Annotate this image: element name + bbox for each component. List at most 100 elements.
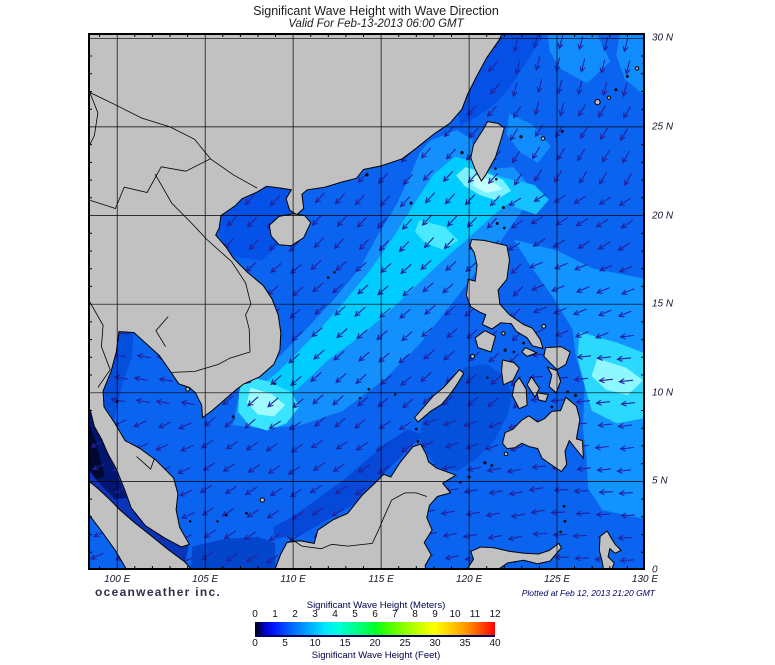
islet	[625, 74, 629, 78]
islet	[245, 511, 248, 515]
islet	[541, 323, 547, 329]
islet	[562, 504, 566, 508]
meters-tick-11: 11	[469, 609, 481, 620]
plotted-timestamp: Plotted at Feb 12, 2013 21:20 GMT	[521, 588, 655, 598]
islet	[259, 497, 265, 503]
islet	[634, 66, 640, 71]
meters-tick-8: 8	[412, 609, 418, 620]
islet	[550, 405, 554, 409]
land-negros	[511, 376, 528, 410]
land-sulawesi	[465, 542, 563, 570]
islet	[224, 513, 228, 517]
lon-label-100: 100 E	[104, 574, 131, 585]
islet	[326, 276, 330, 279]
wave-band-karimata-dark	[190, 536, 276, 570]
meters-tick-5: 5	[352, 609, 358, 620]
islet	[486, 376, 489, 379]
islet	[460, 150, 464, 155]
islet	[614, 88, 618, 92]
wave-band-north-scs-cyan-streak	[237, 156, 516, 419]
meters-tick-2: 2	[292, 609, 298, 620]
islet	[393, 393, 397, 396]
islet	[188, 520, 192, 523]
islet	[540, 136, 546, 141]
land-halmahera	[598, 530, 623, 570]
border-thailand-cambodia-border	[155, 316, 169, 347]
land-hainan	[268, 213, 312, 247]
islet	[365, 173, 369, 177]
islet	[563, 519, 567, 523]
islet	[483, 461, 487, 465]
border-yunnan-inland-border	[88, 91, 211, 160]
lat-label-30: 30 N	[652, 32, 674, 44]
feet-tick-25: 25	[399, 638, 411, 649]
islet	[367, 387, 371, 391]
islet	[273, 382, 276, 386]
page-title: Significant Wave Height with Wave Direct…	[253, 4, 499, 18]
islet	[333, 271, 336, 274]
land-mindanao	[501, 396, 584, 473]
wave-height-map	[88, 33, 645, 570]
valid-time-subtitle: Valid For Feb-13-2013 06:00 GMT	[288, 18, 464, 30]
feet-tick-0: 0	[252, 638, 258, 649]
feet-tick-5: 5	[282, 638, 288, 649]
lon-label-110: 110 E	[280, 574, 306, 585]
oceanweather-logo-text: oceanweather inc.	[95, 585, 222, 599]
lat-label-5: 5 N	[652, 475, 668, 487]
border-myanmar-china-border	[88, 87, 99, 149]
islet	[409, 201, 413, 205]
islet	[490, 463, 494, 467]
islet	[606, 95, 612, 100]
feet-tick-20: 20	[369, 638, 381, 649]
land-panay	[501, 359, 520, 386]
meters-tick-4: 4	[332, 609, 338, 620]
islet	[416, 440, 420, 443]
border-thailand-malaysia-border	[136, 456, 155, 470]
islet	[501, 331, 506, 336]
land-cebu	[526, 375, 540, 399]
islet	[216, 520, 219, 523]
wave-band-east-taiwan-light	[506, 113, 551, 164]
islet	[503, 348, 507, 352]
feet-tick-30: 30	[429, 638, 441, 649]
land-palawan	[413, 369, 465, 423]
islet	[573, 393, 578, 398]
islet	[519, 135, 523, 139]
lat-label-10: 10 N	[652, 387, 674, 399]
islet	[495, 221, 499, 226]
wave-band-pacific-light-band-1	[547, 33, 611, 84]
feet-tick-35: 35	[459, 638, 471, 649]
islet	[512, 350, 516, 354]
feet-tick-40: 40	[489, 638, 501, 649]
land-sumatra	[88, 479, 193, 570]
lat-label-15: 15 N	[652, 298, 674, 310]
islet	[560, 129, 564, 134]
lon-label-125: 125 E	[543, 574, 571, 585]
islet	[502, 226, 506, 230]
wave-height-colorbar	[255, 622, 495, 637]
islet	[494, 167, 497, 170]
land-mindoro	[474, 330, 497, 353]
border-malaysia-indonesia-border	[286, 492, 427, 550]
lat-label-25: 25 N	[652, 121, 674, 133]
islet	[522, 341, 526, 345]
islet	[494, 177, 498, 181]
islet	[501, 206, 505, 210]
lon-label-120: 120 E	[455, 574, 483, 585]
islet	[414, 427, 418, 431]
lat-label-0: 0	[652, 564, 658, 576]
lon-label-105: 105 E	[192, 574, 219, 585]
border-china-vietnam-laos-border	[88, 158, 258, 209]
meters-tick-7: 7	[392, 609, 398, 620]
islet	[594, 99, 601, 106]
land-masbate	[521, 346, 539, 357]
islet	[358, 396, 362, 400]
feet-tick-15: 15	[339, 638, 351, 649]
islet	[559, 530, 562, 534]
land-borneo	[274, 443, 458, 570]
land-bohol	[536, 392, 549, 403]
meters-tick-10: 10	[449, 609, 461, 620]
legend-title-feet: Significant Wave Height (Feet)	[311, 650, 441, 661]
islet	[185, 386, 190, 392]
